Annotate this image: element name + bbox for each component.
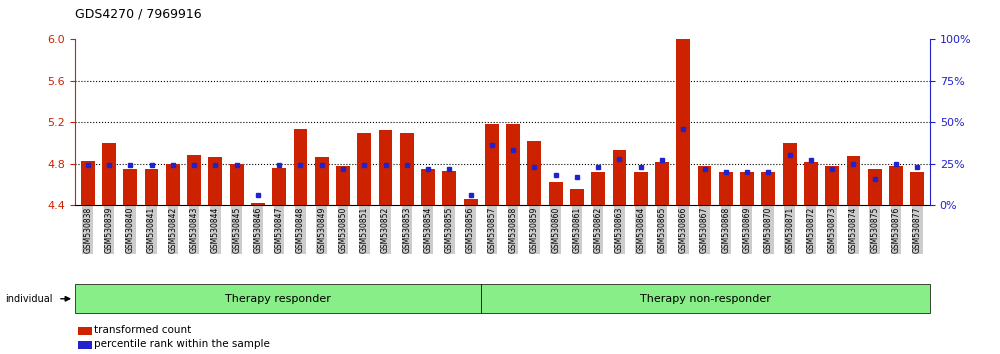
Bar: [847, 156, 860, 205]
Bar: [81, 161, 95, 205]
Text: percentile rank within the sample: percentile rank within the sample: [94, 339, 270, 349]
Bar: [421, 169, 435, 205]
Bar: [783, 143, 797, 205]
Text: transformed count: transformed count: [94, 325, 191, 335]
Bar: [272, 168, 286, 205]
Bar: [591, 172, 605, 205]
Bar: [549, 182, 563, 205]
Bar: [102, 143, 116, 205]
Text: individual: individual: [5, 294, 52, 304]
Bar: [400, 132, 414, 205]
Text: Therapy non-responder: Therapy non-responder: [640, 294, 771, 304]
Bar: [761, 172, 775, 205]
Bar: [889, 166, 903, 205]
Bar: [910, 172, 924, 205]
Bar: [506, 124, 520, 205]
Bar: [485, 124, 499, 205]
Text: Therapy responder: Therapy responder: [225, 294, 331, 304]
Bar: [145, 169, 158, 205]
Bar: [336, 166, 350, 205]
Text: GDS4270 / 7969916: GDS4270 / 7969916: [75, 7, 202, 20]
Bar: [442, 171, 456, 205]
Bar: [719, 172, 733, 205]
Bar: [123, 169, 137, 205]
Bar: [613, 150, 626, 205]
Bar: [294, 130, 307, 205]
Bar: [230, 164, 244, 205]
Bar: [251, 203, 265, 205]
Bar: [825, 166, 839, 205]
Bar: [676, 39, 690, 205]
Bar: [357, 132, 371, 205]
Bar: [570, 189, 584, 205]
Bar: [315, 158, 329, 205]
Bar: [464, 199, 478, 205]
Bar: [166, 164, 180, 205]
Bar: [527, 141, 541, 205]
Bar: [740, 172, 754, 205]
Bar: [804, 162, 818, 205]
Bar: [634, 172, 648, 205]
Bar: [868, 169, 882, 205]
Bar: [655, 162, 669, 205]
Bar: [698, 166, 711, 205]
Bar: [379, 131, 392, 205]
Bar: [187, 155, 201, 205]
Bar: [208, 158, 222, 205]
